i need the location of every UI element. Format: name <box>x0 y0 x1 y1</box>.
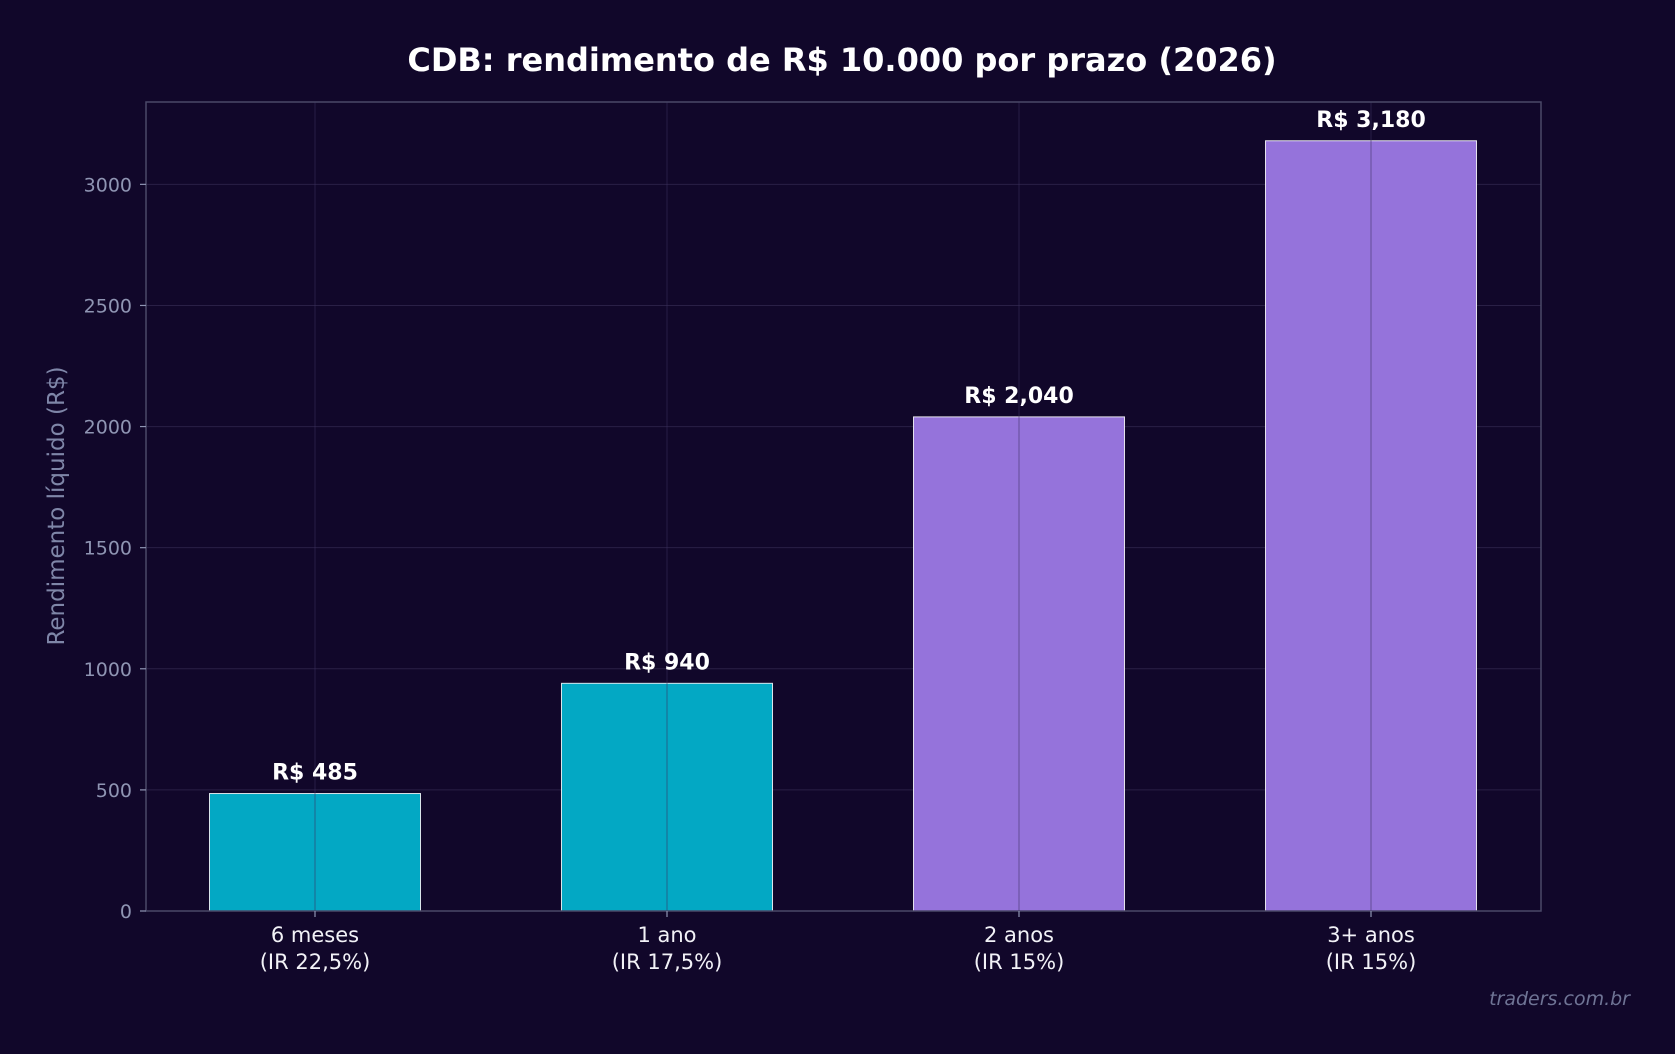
x-tick-label-line: 2 anos <box>984 923 1054 947</box>
bar-value-label: R$ 940 <box>624 650 710 675</box>
watermark-text: traders.com.br <box>1489 988 1631 1010</box>
x-tick-label: 1 ano (IR 17,5%) <box>612 923 723 974</box>
y-tick-label: 2500 <box>84 295 132 317</box>
x-tick-label-line: (IR 15%) <box>1326 950 1417 974</box>
bar-value-label: R$ 3,180 <box>1316 108 1426 133</box>
plot-area: R$ 485 R$ 940 R$ 2,040 R$ 3,180 0 500 1000 1500… <box>84 101 1542 974</box>
y-tick-label: 1500 <box>84 538 132 560</box>
y-tick-label: 2000 <box>84 417 132 439</box>
y-tick-label: 3000 <box>84 174 132 196</box>
x-tick-label: 2 anos (IR 15%) <box>974 923 1065 974</box>
x-tick-label-line: 6 meses <box>271 923 359 947</box>
x-tick-label: 6 meses (IR 22,5%) <box>260 923 371 974</box>
bar-value-label: R$ 2,040 <box>964 384 1074 409</box>
y-tick-label: 0 <box>120 901 132 923</box>
x-tick-label-line: 1 ano <box>637 923 696 947</box>
x-tick-label-line: (IR 22,5%) <box>260 950 371 974</box>
plot-frame <box>145 101 1542 912</box>
x-tick-label: 3+ anos (IR 15%) <box>1326 923 1417 974</box>
x-tick-label-line: (IR 17,5%) <box>612 950 723 974</box>
y-tick-label: 1000 <box>84 659 132 681</box>
y-axis-label: Rendimento líquido (R$) <box>44 366 70 645</box>
x-tick-label-line: (IR 15%) <box>974 950 1065 974</box>
chart-title: CDB: rendimento de R$ 10.000 por prazo (… <box>407 41 1276 79</box>
y-tick-label: 500 <box>96 780 132 802</box>
bar-value-label: R$ 485 <box>272 761 358 786</box>
x-tick-label-line: 3+ anos <box>1327 923 1415 947</box>
